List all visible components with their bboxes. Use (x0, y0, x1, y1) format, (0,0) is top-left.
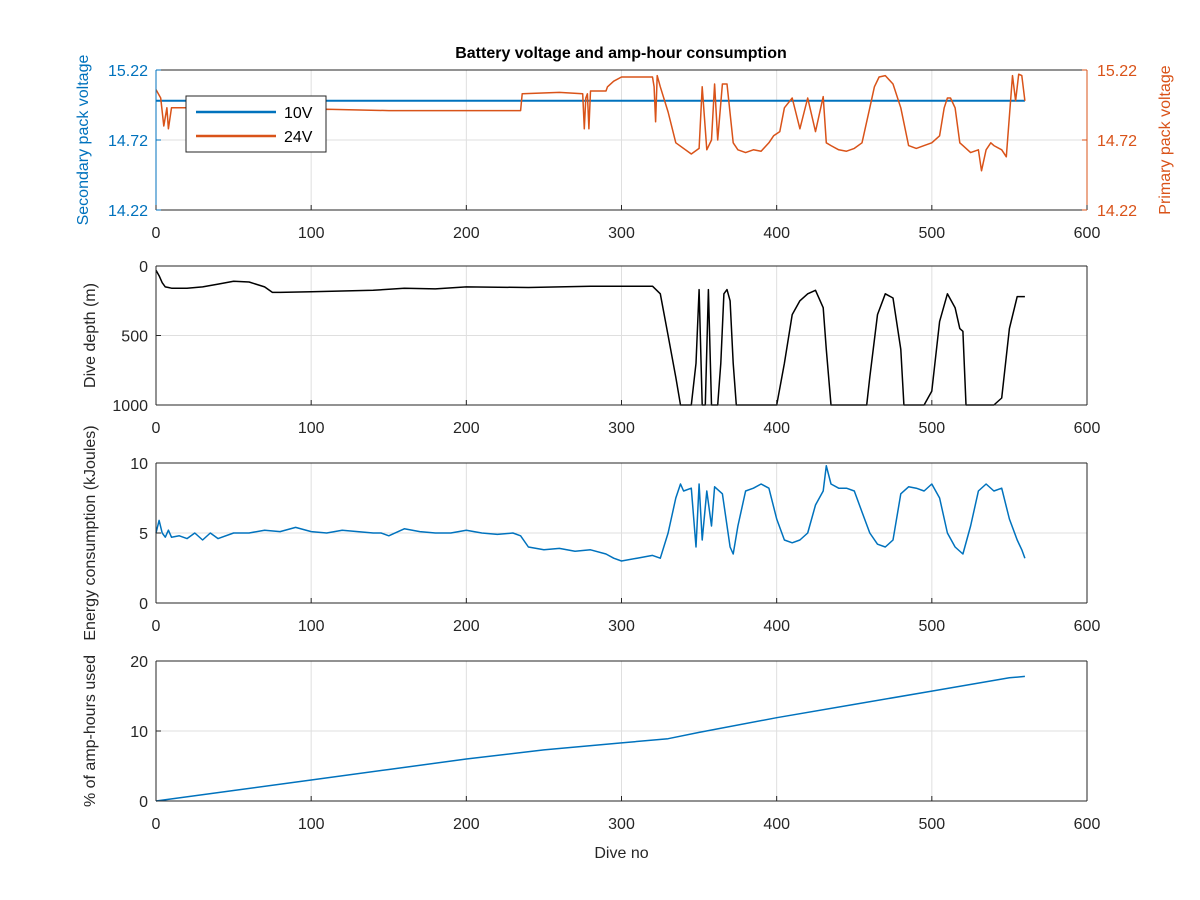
y-tick-label: 0 (139, 596, 148, 613)
x-tick-label: 300 (608, 816, 635, 833)
x-tick-label: 400 (763, 816, 790, 833)
x-tick-label: 600 (1074, 816, 1101, 833)
legend-label-10v: 10V (284, 105, 313, 122)
x-tick-label: 500 (918, 225, 945, 242)
x-tick-label: 0 (152, 816, 161, 833)
y-axis-label: Dive depth (m) (82, 283, 99, 388)
x-tick-label: 500 (918, 816, 945, 833)
x-tick-label: 200 (453, 816, 480, 833)
x-tick-label: 0 (152, 420, 161, 437)
right-y-tick-label: 15.22 (1097, 63, 1137, 80)
y-tick-label: 14.22 (108, 203, 148, 220)
x-tick-label: 100 (298, 225, 325, 242)
x-tick-label: 0 (152, 225, 161, 242)
x-tick-label: 600 (1074, 225, 1101, 242)
subplot-2: 0 100 200 300 400 500 600 0 500 1000 Dive depth (m… (82, 259, 1100, 437)
x-tick-label: 300 (608, 420, 635, 437)
x-tick-label: 100 (298, 420, 325, 437)
subplot-3: 0 100 200 300 400 500 600 0 5 10 Energy consumptio… (82, 425, 1100, 640)
legend-box (185, 95, 327, 153)
right-y-tick-label: 14.72 (1097, 133, 1137, 150)
x-tick-label: 200 (453, 618, 480, 635)
y-axis-label: Energy consumption (kJoules) (82, 425, 99, 640)
x-axis-label: Dive no (594, 845, 648, 862)
y-tick-label: 5 (139, 526, 148, 543)
x-tick-label: 100 (298, 816, 325, 833)
figure-title: Battery voltage and amp-hour consumption (455, 45, 787, 62)
subplot-1: 0 100 200 300 400 500 600 14.22 14.72 15.22 14.22 1… (75, 55, 1174, 242)
y-tick-label: 0 (139, 794, 148, 811)
subplot-4: 0 100 200 300 400 500 600 0 10 20 % of amp-hours u… (82, 654, 1100, 862)
x-tick-label: 400 (763, 225, 790, 242)
x-tick-label: 400 (763, 618, 790, 635)
legend-label-24v: 24V (284, 129, 313, 146)
x-tick-label: 200 (453, 225, 480, 242)
x-tick-label: 0 (152, 618, 161, 635)
series-line-1 (155, 465, 1026, 562)
right-y-axis-label: Primary pack voltage (1157, 65, 1174, 214)
x-tick-label: 300 (608, 225, 635, 242)
x-tick-label: 500 (918, 420, 945, 437)
x-tick-label: 600 (1074, 420, 1101, 437)
y-tick-label: 15.22 (108, 63, 148, 80)
right-y-tick-label: 14.22 (1097, 203, 1137, 220)
y-tick-label: 0 (139, 259, 148, 276)
y-tick-label: 10 (130, 724, 148, 741)
x-tick-label: 200 (453, 420, 480, 437)
series-line-24v (155, 73, 1026, 172)
y-tick-label: 10 (130, 456, 148, 473)
y-tick-label: 20 (130, 654, 148, 671)
y-tick-label: 14.72 (108, 133, 148, 150)
y-axis-label: % of amp-hours used (82, 655, 99, 807)
x-tick-label: 300 (608, 618, 635, 635)
y-tick-label: 500 (121, 329, 148, 346)
x-tick-label: 600 (1074, 618, 1101, 635)
series-line-1 (155, 675, 1025, 802)
subplots-group: 0 100 200 300 400 500 60014.2214.7215.2214.221… (75, 55, 1174, 862)
x-tick-label: 400 (763, 420, 790, 437)
x-tick-label: 100 (298, 618, 325, 635)
y-axis-label: Secondary pack voltage (75, 55, 92, 226)
y-tick-label: 1000 (112, 398, 148, 415)
x-tick-label: 500 (918, 618, 945, 635)
